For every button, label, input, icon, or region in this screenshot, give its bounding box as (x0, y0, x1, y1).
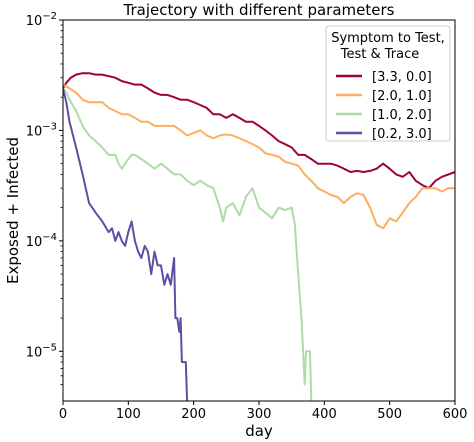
legend-entries: [3.3, 0.0] [2.0, 1.0] [1.0, 2.0] [0.2, 3.0] (336, 70, 432, 142)
y-tick-label: 10−3 (26, 121, 57, 139)
legend-label-1: [2.0, 1.0] (372, 89, 432, 104)
y-axis-label: Exposed + Infected (4, 137, 22, 284)
series-layer (63, 72, 455, 401)
legend-title-line-1: Symptom to Test, (331, 31, 445, 46)
x-tick-label: 500 (377, 407, 402, 422)
series-line-3 (63, 88, 189, 401)
legend-box (325, 25, 451, 142)
x-tick-label: 300 (247, 407, 272, 422)
x-axis-label: day (245, 422, 273, 440)
x-tick-label: 100 (116, 407, 141, 422)
legend-label-0: [3.3, 0.0] (372, 70, 432, 85)
legend-label-2: [1.0, 2.0] (372, 108, 432, 123)
series-line-1 (63, 83, 455, 230)
legend-label-3: [0.2, 3.0] (372, 127, 432, 142)
y-tick-label: 10−4 (26, 232, 57, 250)
ticks-layer: 0 100 200 300 400 500 600 10−5 10−4 10−3 10−2 (26, 11, 468, 422)
series-line-0 (63, 72, 455, 190)
legend-title-line-2: Test & Trace (340, 47, 420, 62)
series-line-2 (63, 87, 313, 401)
y-tick-label: 10−5 (26, 342, 57, 360)
chart-title: Trajectory with different parameters (123, 1, 395, 19)
legend: Symptom to Test, Test & Trace [3.3, 0.0]… (325, 25, 451, 142)
x-tick-label: 0 (59, 407, 67, 422)
x-tick-label: 600 (443, 407, 468, 422)
x-tick-label: 200 (181, 407, 206, 422)
x-tick-label: 400 (312, 407, 337, 422)
y-tick-label: 10−2 (26, 11, 57, 29)
